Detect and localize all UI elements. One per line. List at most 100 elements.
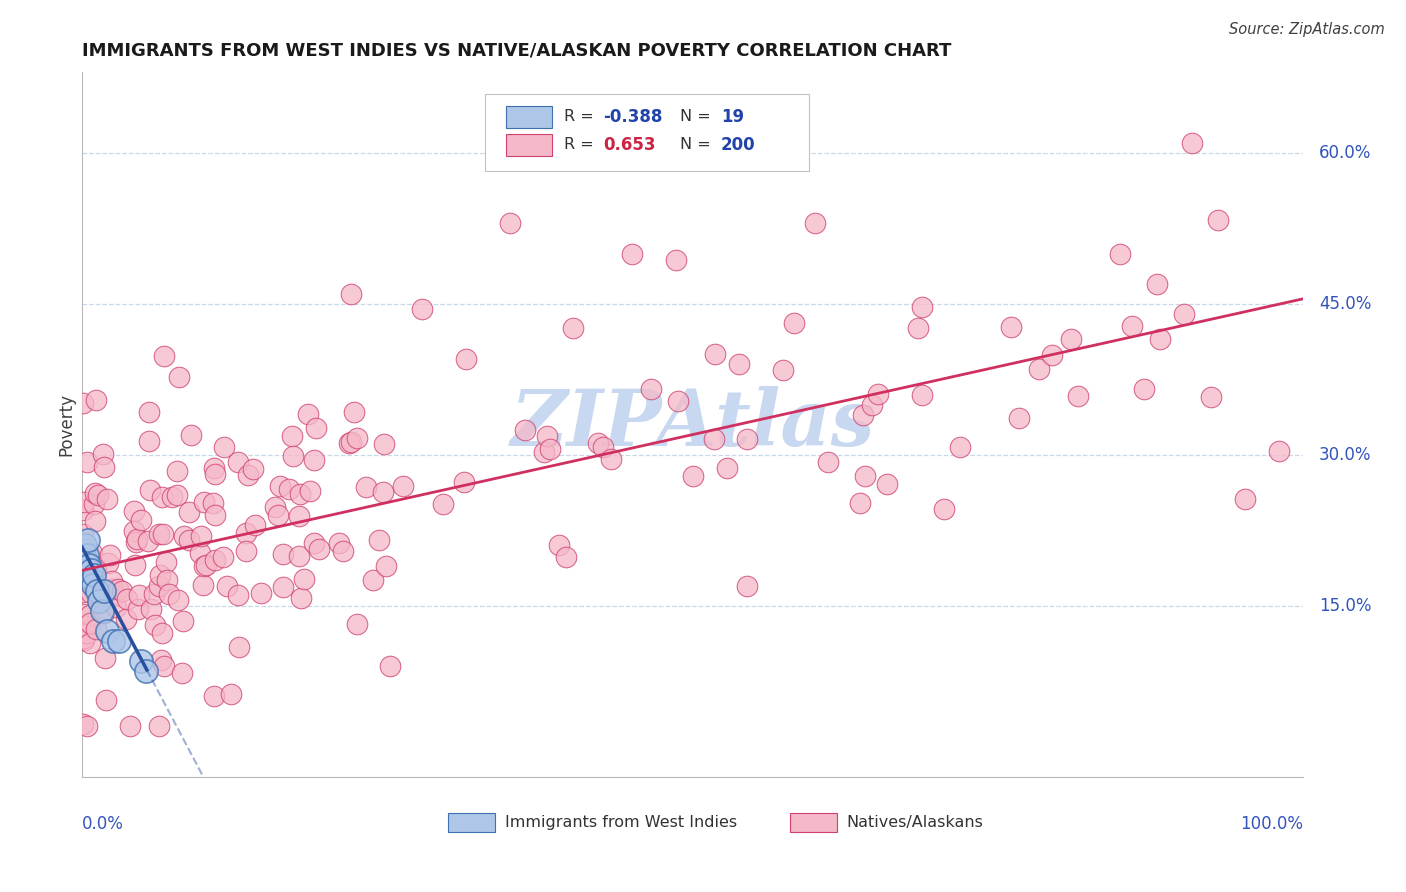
Point bbox=[122, 524, 145, 539]
Text: IMMIGRANTS FROM WEST INDIES VS NATIVE/ALASKAN POVERTY CORRELATION CHART: IMMIGRANTS FROM WEST INDIES VS NATIVE/AL… bbox=[82, 42, 952, 60]
Point bbox=[91, 447, 114, 461]
Point bbox=[104, 588, 127, 602]
Point bbox=[172, 614, 194, 628]
Point bbox=[101, 633, 124, 648]
Text: 0.653: 0.653 bbox=[603, 136, 657, 154]
Text: N =: N = bbox=[681, 110, 716, 124]
Point bbox=[264, 500, 287, 515]
Point bbox=[75, 557, 97, 571]
Point bbox=[86, 583, 108, 598]
Point bbox=[82, 546, 104, 560]
Point bbox=[193, 558, 215, 573]
Point bbox=[138, 434, 160, 449]
Text: 19: 19 bbox=[721, 108, 744, 126]
Point bbox=[280, 429, 302, 443]
Point bbox=[328, 536, 350, 550]
Point bbox=[1146, 277, 1168, 291]
Point bbox=[949, 440, 972, 454]
Point bbox=[125, 532, 148, 546]
Point bbox=[292, 572, 315, 586]
Point bbox=[152, 349, 174, 363]
Point bbox=[101, 574, 124, 588]
Point bbox=[271, 580, 294, 594]
Point bbox=[1008, 411, 1031, 425]
Point bbox=[1206, 213, 1229, 227]
Point bbox=[86, 392, 108, 407]
Point bbox=[373, 437, 395, 451]
Text: 100.0%: 100.0% bbox=[1240, 815, 1303, 833]
Point bbox=[305, 421, 328, 435]
Point bbox=[592, 441, 614, 455]
Point bbox=[339, 286, 361, 301]
Point bbox=[167, 593, 190, 607]
Point bbox=[682, 469, 704, 483]
Point bbox=[179, 505, 201, 519]
Point bbox=[666, 394, 689, 409]
Point bbox=[456, 352, 478, 367]
Text: 30.0%: 30.0% bbox=[1319, 446, 1372, 464]
Point bbox=[269, 479, 291, 493]
Point bbox=[76, 455, 98, 469]
FancyBboxPatch shape bbox=[506, 134, 553, 156]
Point bbox=[337, 436, 360, 450]
Point bbox=[80, 574, 103, 588]
Point bbox=[93, 460, 115, 475]
Point bbox=[96, 624, 118, 638]
Point bbox=[79, 586, 101, 600]
Point bbox=[79, 607, 101, 622]
Point bbox=[498, 216, 520, 230]
Point bbox=[772, 363, 794, 377]
Point bbox=[288, 486, 311, 500]
Point bbox=[73, 494, 96, 508]
Text: R =: R = bbox=[564, 137, 599, 153]
Point bbox=[156, 573, 179, 587]
Point bbox=[177, 533, 200, 548]
Point bbox=[167, 370, 190, 384]
Point bbox=[361, 574, 384, 588]
Point bbox=[73, 538, 96, 552]
Point bbox=[153, 658, 176, 673]
Point bbox=[84, 515, 107, 529]
Point bbox=[299, 484, 322, 499]
Point bbox=[135, 664, 157, 678]
Point bbox=[620, 246, 643, 260]
Point bbox=[392, 479, 415, 493]
Point bbox=[1059, 332, 1081, 346]
Point bbox=[73, 632, 96, 646]
Point bbox=[180, 428, 202, 442]
Point bbox=[204, 508, 226, 523]
Point bbox=[1121, 319, 1143, 334]
Point bbox=[562, 321, 585, 335]
Point bbox=[783, 316, 806, 330]
Point bbox=[204, 690, 226, 704]
Point bbox=[600, 452, 623, 467]
Point bbox=[193, 495, 215, 509]
Point bbox=[76, 719, 98, 733]
Point bbox=[346, 617, 368, 632]
Point bbox=[77, 575, 100, 590]
Point bbox=[1149, 332, 1171, 346]
Point bbox=[79, 636, 101, 650]
Point bbox=[143, 617, 166, 632]
Point bbox=[911, 387, 934, 401]
Point bbox=[122, 504, 145, 518]
Point bbox=[149, 567, 172, 582]
Point bbox=[297, 407, 319, 421]
Point bbox=[93, 583, 115, 598]
Text: N =: N = bbox=[681, 137, 716, 153]
Point bbox=[242, 462, 264, 476]
FancyBboxPatch shape bbox=[485, 94, 808, 171]
Point bbox=[152, 625, 174, 640]
Point bbox=[271, 547, 294, 561]
Point bbox=[120, 719, 142, 733]
Point bbox=[716, 461, 738, 475]
Point bbox=[201, 496, 224, 510]
Point bbox=[87, 488, 110, 502]
Point bbox=[84, 622, 107, 636]
Point bbox=[1028, 362, 1050, 376]
Text: Immigrants from West Indies: Immigrants from West Indies bbox=[505, 815, 737, 830]
Point bbox=[148, 578, 170, 592]
Point bbox=[1067, 390, 1090, 404]
Text: R =: R = bbox=[564, 110, 599, 124]
Point bbox=[139, 601, 162, 615]
